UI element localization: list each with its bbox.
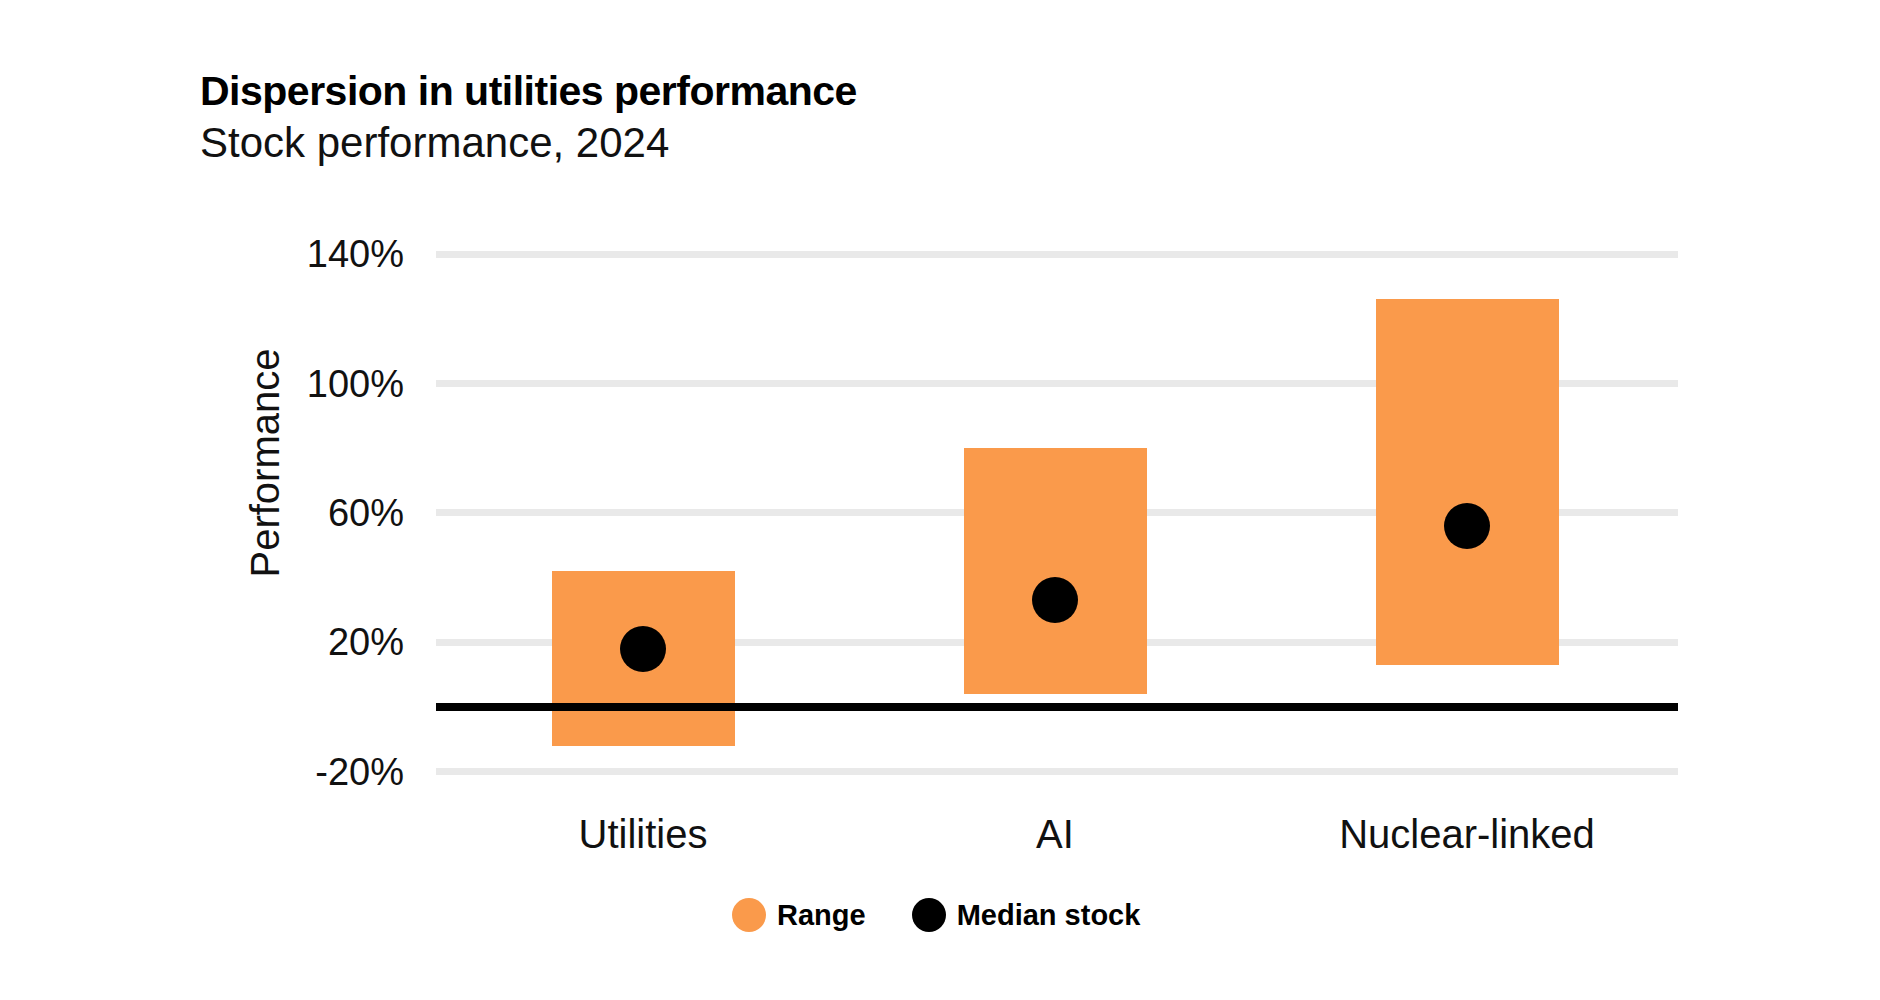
x-category-label: Nuclear-linked xyxy=(1267,810,1667,858)
range-bar xyxy=(1376,299,1559,665)
gridline xyxy=(436,768,1678,775)
y-tick-label: 60% xyxy=(234,489,404,537)
y-tick-label: 20% xyxy=(234,618,404,666)
legend: Range Median stock xyxy=(732,898,1140,932)
legend-item: Median stock xyxy=(912,898,1141,932)
median-stock-swatch-icon xyxy=(912,898,946,932)
range-swatch-icon xyxy=(732,898,766,932)
legend-item: Range xyxy=(732,898,866,932)
zero-baseline xyxy=(436,703,1678,711)
chart-title: Dispersion in utilities performance xyxy=(200,69,857,113)
legend-label: Range xyxy=(777,898,866,932)
median-dot xyxy=(1032,577,1078,623)
gridline xyxy=(436,251,1678,258)
chart-canvas: Dispersion in utilities performance Stoc… xyxy=(0,0,1880,1000)
x-category-label: Utilities xyxy=(443,810,843,858)
median-dot xyxy=(1444,503,1490,549)
chart-subtitle: Stock performance, 2024 xyxy=(200,120,669,166)
y-tick-label: 140% xyxy=(234,230,404,278)
legend-label: Median stock xyxy=(957,898,1141,932)
y-tick-label: 100% xyxy=(234,360,404,408)
range-bar xyxy=(964,448,1147,694)
x-category-label: AI xyxy=(855,810,1255,858)
median-dot xyxy=(620,626,666,672)
y-tick-label: -20% xyxy=(234,748,404,796)
